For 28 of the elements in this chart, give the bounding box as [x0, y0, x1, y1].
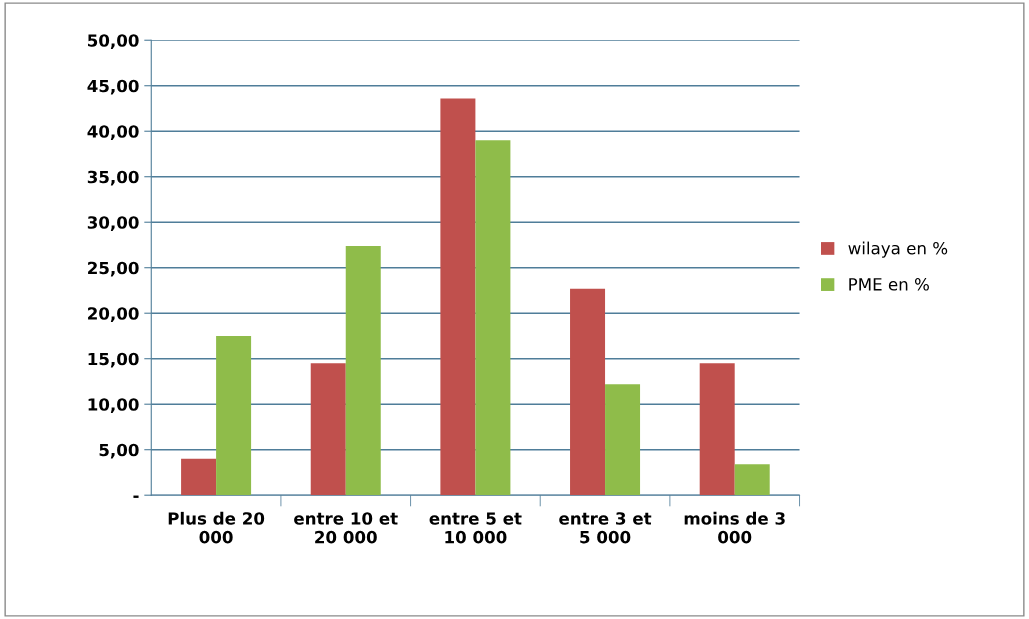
y-tick-label: 35,00	[87, 170, 139, 186]
bar	[475, 140, 511, 496]
y-tick-label: 15,00	[88, 352, 139, 368]
bar	[734, 464, 770, 496]
x-tick-label: entre 10 et 20 000	[294, 512, 398, 544]
x-tick-label: entre 5 et 10 000	[429, 512, 522, 544]
bar	[440, 98, 476, 496]
y-tick-label: 5,00	[99, 443, 139, 459]
bar	[216, 335, 252, 496]
y-tick-label: -	[133, 495, 139, 498]
bar	[570, 288, 606, 496]
legend-label: wilaya en %	[848, 241, 948, 258]
bar	[310, 363, 346, 496]
y-tick-label: 50,00	[88, 34, 139, 49]
y-tick-label: 40,00	[87, 125, 139, 140]
bar	[181, 458, 217, 496]
x-tick-label: moins de 3 000	[684, 511, 785, 544]
y-tick-label: 10,00	[88, 398, 139, 413]
x-tick-label: Plus de 20 000	[168, 511, 265, 544]
y-tick-label: 20,00	[88, 307, 139, 322]
bar	[605, 384, 641, 496]
y-tick-label: 45,00	[87, 79, 139, 95]
x-tick-label: entre 3 et 5 000	[559, 512, 652, 544]
bar	[345, 245, 381, 496]
legend-label: PME en %	[849, 278, 929, 291]
bar	[699, 363, 735, 496]
y-tick-label: 30,00	[87, 216, 139, 231]
y-tick-label: 25,00	[88, 261, 139, 277]
